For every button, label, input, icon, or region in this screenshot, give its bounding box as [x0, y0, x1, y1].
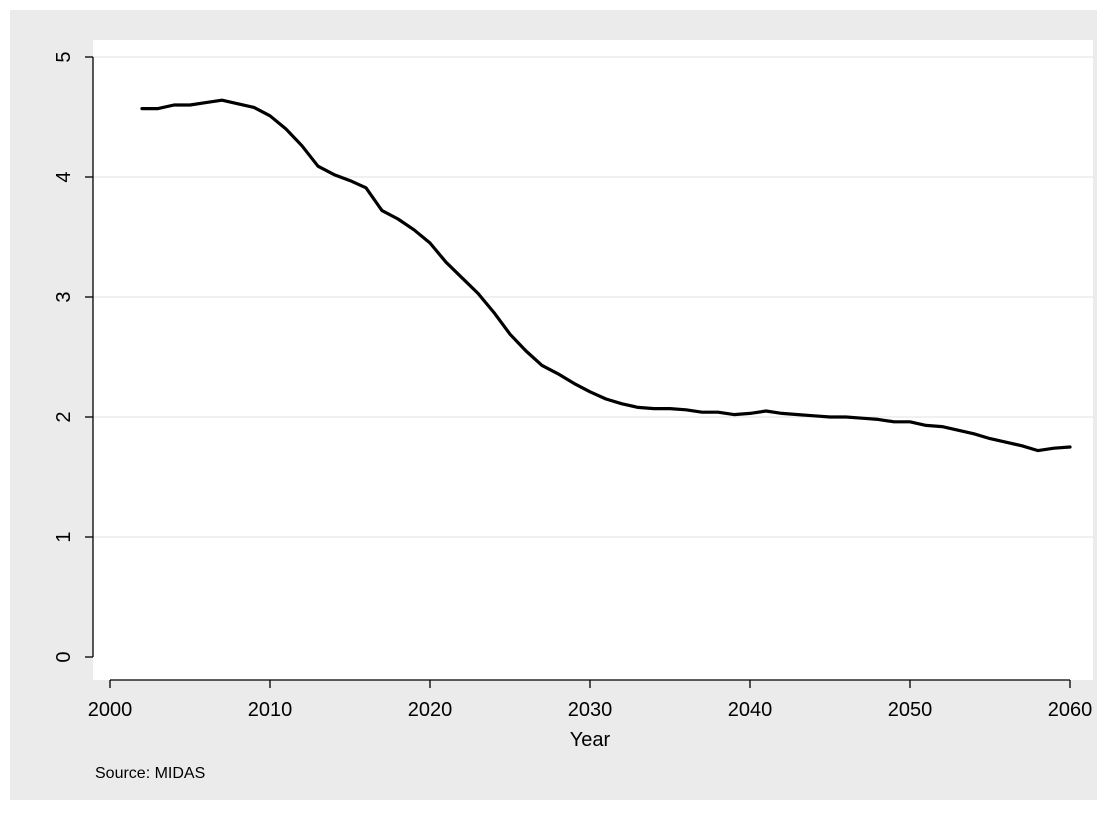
x-tick-label: 2030 — [568, 699, 613, 721]
source-note: Source: MIDAS — [95, 765, 205, 782]
x-tick-label: 2060 — [1048, 699, 1093, 721]
x-tick-label: 2040 — [728, 699, 773, 721]
y-tick-label: 1 — [53, 531, 75, 542]
plot-area — [93, 40, 1093, 680]
axes — [85, 56, 1071, 688]
x-tick-label: 2020 — [408, 699, 453, 721]
y-tick-label: 0 — [53, 651, 75, 662]
gridlines — [93, 56, 1093, 538]
y-tick-label: 5 — [53, 51, 75, 62]
x-tick-label: 2000 — [88, 699, 133, 721]
series-line — [140, 98, 1072, 453]
y-tick-label: 3 — [53, 291, 75, 302]
series — [140, 98, 1072, 453]
y-tick-label: 4 — [53, 171, 75, 182]
tick-labels: 0 1 2 3 4 5 2000 2010 2020 2030 2040 2050 2060 — [53, 51, 1092, 721]
x-tick-label: 2050 — [888, 699, 933, 721]
x-tick-label: 2010 — [248, 699, 293, 721]
x-axis-title: Year — [570, 729, 611, 751]
y-tick-label: 2 — [53, 411, 75, 422]
